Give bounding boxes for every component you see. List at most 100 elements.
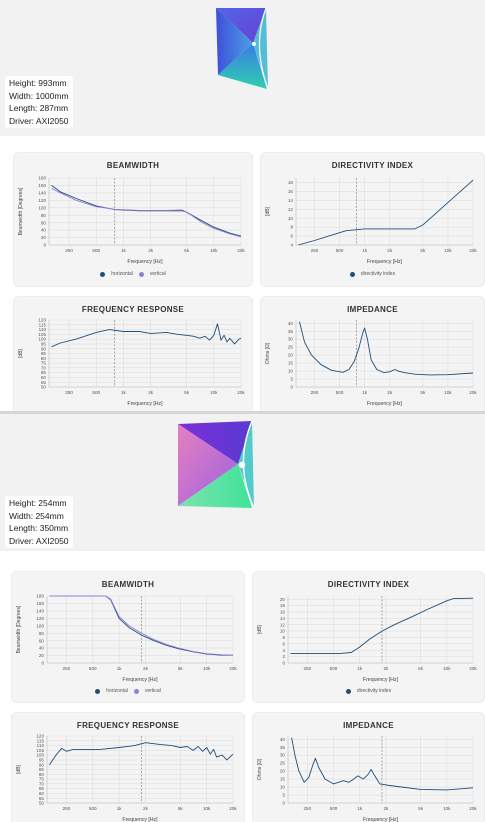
y-tick-label: 110 [37,743,45,748]
x-axis-label: Frequency [Hz] [127,401,163,407]
chart-legend: horizontal vertical [13,271,253,277]
y-tick-label: 30 [280,753,286,758]
spec-width: Width: 254mm [9,510,64,521]
y-tick-label: 40 [41,228,47,233]
x-tick-label: 250 [65,390,73,395]
directivity-index-card: DIRECTIVITY INDEX 4 6 8 10 12 14 16 18 250 500 1k 2… [260,152,485,287]
y-tick-label: 14 [288,198,294,203]
y-tick-label: 120 [38,318,46,323]
spec-driver: Driver: AXI2050 [9,535,69,546]
horn-3d-model[interactable] [212,5,272,93]
y-tick-label: 115 [37,738,45,743]
x-axis-label: Frequency [Hz] [367,259,403,265]
series-line [49,595,234,656]
section-divider [0,411,485,414]
y-tick-label: 5 [290,377,293,382]
x-tick-label: 1k [121,248,127,253]
x-tick-label: 250 [311,390,319,395]
x-tick-label: 20k [469,666,477,671]
x-tick-label: 2k [387,248,393,253]
y-tick-label: 0 [43,243,46,248]
legend-label[interactable]: directivity index [356,688,392,694]
x-tick-label: 5k [418,806,424,811]
x-tick-label: 20k [469,248,477,253]
card-title: IMPEDANCE [347,305,398,314]
y-tick-label: 20 [39,653,45,658]
beamwidth-chart[interactable]: 0 20 40 60 80 100 120 140 160 180 250 500 1k 2k 5k 10k 2… [13,172,253,268]
x-tick-label: 1k [117,806,123,811]
frequency-response-card: FREQUENCY RESPONSE 50 55 60 65 70 75 80 85 90 95 1… [13,296,253,412]
x-tick-label: 20k [229,806,237,811]
x-axis-label: Frequency [Hz] [363,817,399,822]
y-tick-label: 105 [38,332,46,337]
y-tick-label: 2 [282,654,285,659]
legend-swatch [100,271,106,277]
spec-length: Length: 350mm [9,523,69,533]
y-axis-label: [dB] [16,764,22,774]
x-tick-label: 1k [362,248,368,253]
x-tick-label: 20k [237,390,245,395]
x-tick-label: 10k [203,666,211,671]
impedance-chart[interactable]: 0 5 10 15 20 25 30 35 40 250 500 1k 2k 5k 10k 20k Freque… [260,314,485,410]
y-tick-label: 0 [282,661,285,666]
legend-label[interactable]: horizontal [106,688,128,694]
x-tick-label: 20k [237,248,245,253]
y-axis-label: Ohms [Ω] [265,342,271,364]
y-tick-label: 60 [41,220,47,225]
y-tick-label: 110 [39,327,47,332]
x-tick-label: 2k [143,666,149,671]
y-tick-label: 80 [39,631,45,636]
series-line [298,321,474,376]
beamwidth-card: BEAMWIDTH 0 20 40 60 80 100 120 140 160 180 250 500… [13,152,253,287]
y-tick-label: 25 [280,761,286,766]
y-tick-label: 35 [280,745,286,750]
y-tick-label: 95 [41,342,47,347]
y-tick-label: 40 [288,321,294,326]
y-tick-label: 100 [38,337,46,342]
beamwidth-chart[interactable]: 0 20 40 60 80 100 120 140 160 180 250 500 1k 2k 5k 10k 2… [11,590,245,686]
y-tick-label: 140 [38,190,46,195]
series-line [298,179,474,246]
x-tick-label: 10k [444,390,452,395]
x-tick-label: 500 [330,806,338,811]
directivity-index-chart[interactable]: 4 6 8 10 12 14 16 18 250 500 1k 2k 5k 10k 20k Frequency… [260,172,485,268]
y-tick-label: 80 [41,213,47,218]
y-tick-label: 60 [39,638,45,643]
legend-label[interactable]: directivity index [360,271,396,277]
y-axis-label: Beamwidth [Degrees] [16,605,22,653]
y-tick-label: 12 [288,207,294,212]
x-tick-label: 250 [63,666,71,671]
y-tick-label: 4 [282,648,285,653]
speaker-section-1: Height: 993mm Width: 1000mm Length: 287m… [0,0,485,412]
y-tick-label: 0 [290,385,293,390]
y-tick-label: 65 [39,786,45,791]
legend-label[interactable]: horizontal [111,271,133,277]
y-axis-label: Ohms [Ω] [257,758,263,780]
y-tick-label: 85 [41,351,47,356]
x-tick-label: 2k [384,806,390,811]
x-tick-label: 10k [210,248,218,253]
x-tick-label: 10k [203,806,211,811]
y-tick-label: 70 [41,365,47,370]
y-tick-label: 6 [282,641,285,646]
x-axis-label: Frequency [Hz] [367,401,403,407]
chart-legend: directivity index [260,271,485,277]
impedance-chart[interactable]: 0 5 10 15 20 25 30 35 40 250 500 1k 2k 5k 10k 20k Freque… [252,730,485,822]
y-tick-label: 6 [290,234,293,239]
horn-3d-model[interactable] [176,418,258,510]
spec-driver: Driver: AXI2050 [9,115,69,126]
speaker-section-2: Height: 254mm Width: 254mm Length: 350mm… [0,414,485,822]
legend-label[interactable]: vertical [149,271,166,277]
frequency-response-card: FREQUENCY RESPONSE 50 55 60 65 70 75 80 85 90 95 1… [11,712,245,822]
y-tick-label: 180 [36,594,44,599]
y-tick-label: 40 [39,646,45,651]
legend-swatch [138,271,144,277]
x-tick-label: 10k [210,390,218,395]
legend-label[interactable]: vertical [144,688,161,694]
y-tick-label: 100 [36,753,44,758]
y-tick-label: 20 [280,769,286,774]
y-axis-label: [dB] [18,348,24,358]
